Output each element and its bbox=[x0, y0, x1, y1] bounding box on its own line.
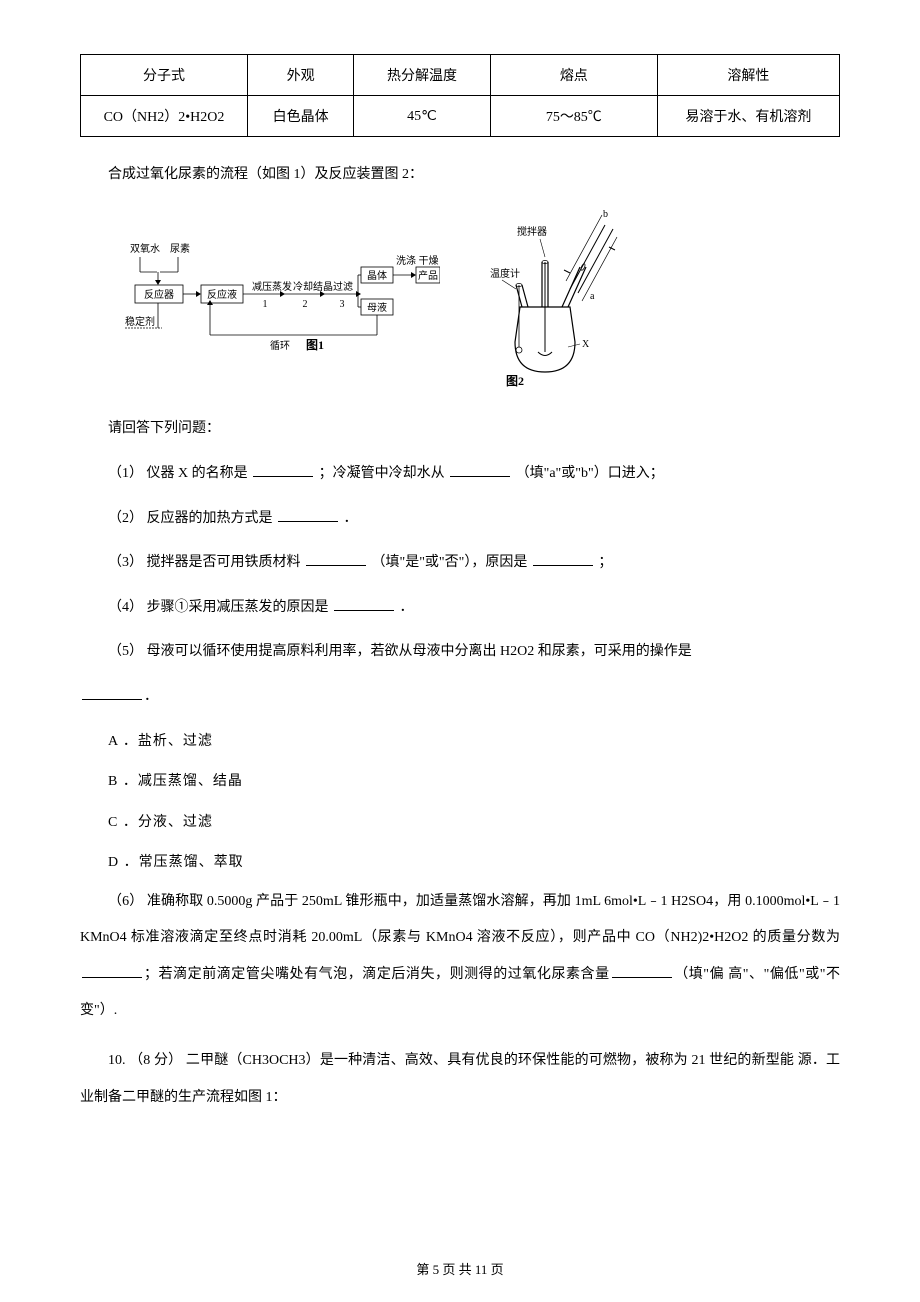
node-crystal: 晶体 bbox=[367, 270, 387, 282]
cell-melting: 75～85℃ bbox=[490, 96, 657, 137]
label-b: b bbox=[603, 209, 608, 220]
blank-input[interactable] bbox=[612, 964, 672, 978]
blank-input[interactable] bbox=[306, 552, 366, 566]
header-decomp-temp: 热分解温度 bbox=[354, 55, 491, 96]
fig1-caption: 图1 bbox=[306, 338, 324, 352]
question-5: （5） 母液可以循环使用提高原料利用率，若欲从母液中分离出 H2O2 和尿素，可… bbox=[80, 632, 840, 673]
question-2: （2） 反应器的加热方式是 ． bbox=[80, 499, 840, 540]
q10-line1: 10. （8 分） 二甲醚（CH3OCH3）是一种清洁、高效、具有优良的环保性能… bbox=[108, 1053, 794, 1068]
cell-decomp-temp: 45℃ bbox=[354, 96, 491, 137]
option-b: B ．减压蒸馏、结晶 bbox=[80, 762, 840, 803]
q1-post: （填"a"或"b"）口进入； bbox=[516, 466, 664, 481]
blank-input[interactable] bbox=[334, 597, 394, 611]
question-3: （3） 搅拌器是否可用铁质材料 （填"是"或"否"），原因是 ； bbox=[80, 543, 840, 584]
figures-container: 双氧水 尿素 反应器 稳定剂 反应液 减压蒸发 冷却结晶 过滤 1 bbox=[110, 207, 840, 387]
properties-table: 分子式 外观 热分解温度 熔点 溶解性 CO（NH2）2•H2O2 白色晶体 4… bbox=[80, 54, 840, 137]
q5-text: （5） 母液可以循环使用提高原料利用率，若欲从母液中分离出 H2O2 和尿素，可… bbox=[108, 644, 692, 659]
page-footer: 第 5 页 共 11 页 bbox=[0, 1259, 920, 1278]
header-formula: 分子式 bbox=[81, 55, 248, 96]
node-reaction-liquid: 反应液 bbox=[207, 288, 237, 301]
option-c: C ．分液、过滤 bbox=[80, 803, 840, 844]
table-data-row: CO（NH2）2•H2O2 白色晶体 45℃ 75～85℃ 易溶于水、有机溶剂 bbox=[81, 96, 840, 137]
node-urea: 尿素 bbox=[170, 242, 190, 255]
node-stabilizer: 稳定剂 bbox=[125, 315, 155, 328]
q6-p2c: （填"偏 bbox=[674, 967, 724, 982]
q3-pre: （3） 搅拌器是否可用铁质材料 bbox=[108, 555, 301, 570]
cell-formula: CO（NH2）2•H2O2 bbox=[81, 96, 248, 137]
q3-post: ； bbox=[598, 555, 612, 570]
step-crystallize: 冷却结晶 bbox=[293, 280, 333, 293]
prompt-text: 请回答下列问题： bbox=[80, 409, 840, 450]
step-num-2: 2 bbox=[303, 299, 308, 310]
label-a: a bbox=[590, 291, 595, 302]
node-reactor: 反应器 bbox=[144, 288, 174, 301]
blank-input[interactable] bbox=[278, 508, 338, 522]
label-x: X bbox=[582, 339, 590, 350]
q6-p2b: ；若滴定前滴定管尖嘴处有气泡，滴定后消失，则测得的过氧化尿素含量 bbox=[144, 967, 610, 982]
step-num-1: 1 bbox=[263, 299, 268, 310]
q2-pre: （2） 反应器的加热方式是 bbox=[108, 511, 273, 526]
step-evap: 减压蒸发 bbox=[252, 280, 292, 293]
q6-p1a: （6） 准确称取 0.5000g 产品于 250mL 锥形瓶中，加适量蒸馏水溶解… bbox=[108, 894, 741, 909]
question-1: （1） 仪器 X 的名称是 ；冷凝管中冷却水从 （填"a"或"b"）口进入； bbox=[80, 454, 840, 495]
cell-appearance: 白色晶体 bbox=[247, 96, 353, 137]
intro-text: 合成过氧化尿素的流程（如图 1）及反应装置图 2： bbox=[80, 157, 840, 193]
question-10: 10. （8 分） 二甲醚（CH3OCH3）是一种清洁、高效、具有优良的环保性能… bbox=[80, 1043, 840, 1116]
blank-input[interactable] bbox=[533, 552, 593, 566]
q1-mid: ；冷凝管中冷却水从 bbox=[319, 466, 445, 481]
question-4: （4） 步骤①采用减压蒸发的原因是 ． bbox=[80, 588, 840, 629]
cell-solubility: 易溶于水、有机溶剂 bbox=[657, 96, 839, 137]
step-wash-dry: 洗涤 干燥 bbox=[396, 254, 439, 267]
node-h2o2: 双氧水 bbox=[130, 242, 160, 255]
option-d: D ．常压蒸馏、萃取 bbox=[80, 843, 840, 884]
fig2-caption: 图2 bbox=[506, 374, 524, 387]
header-solubility: 溶解性 bbox=[657, 55, 839, 96]
q4-post: ． bbox=[400, 600, 414, 615]
blank-input[interactable] bbox=[82, 964, 142, 978]
loop-label: 循环 bbox=[270, 339, 290, 352]
question-6: （6） 准确称取 0.5000g 产品于 250mL 锥形瓶中，加适量蒸馏水溶解… bbox=[80, 884, 840, 1030]
label-thermometer: 温度计 bbox=[490, 267, 520, 280]
figure-2-apparatus: 搅拌器 温度计 a b X 图2 bbox=[470, 207, 620, 387]
blank-input[interactable] bbox=[450, 463, 510, 477]
q5-tail: ． bbox=[144, 689, 158, 704]
node-product: 产品 bbox=[418, 269, 438, 282]
question-5-tail: ． bbox=[80, 677, 840, 718]
q3-mid: （填"是"或"否"），原因是 bbox=[372, 555, 528, 570]
header-appearance: 外观 bbox=[247, 55, 353, 96]
q4-pre: （4） 步骤①采用减压蒸发的原因是 bbox=[108, 600, 329, 615]
blank-input[interactable] bbox=[253, 463, 313, 477]
figure-1-flowchart: 双氧水 尿素 反应器 稳定剂 反应液 减压蒸发 冷却结晶 过滤 1 bbox=[110, 227, 440, 367]
label-stirrer: 搅拌器 bbox=[517, 225, 547, 238]
header-melting: 熔点 bbox=[490, 55, 657, 96]
q2-post: ． bbox=[344, 511, 358, 526]
blank-input[interactable] bbox=[82, 686, 142, 700]
step-filter: 过滤 bbox=[333, 280, 353, 293]
node-mother-liquor: 母液 bbox=[367, 301, 387, 314]
q6-p2a: 的质量分数为 bbox=[753, 930, 840, 945]
step-num-3: 3 bbox=[340, 299, 345, 310]
q1-pre: （1） 仪器 X 的名称是 bbox=[108, 466, 248, 481]
option-a: A ．盐析、过滤 bbox=[80, 722, 840, 763]
table-header-row: 分子式 外观 热分解温度 熔点 溶解性 bbox=[81, 55, 840, 96]
questions-container: 请回答下列问题： （1） 仪器 X 的名称是 ；冷凝管中冷却水从 （填"a"或"… bbox=[80, 409, 840, 1116]
